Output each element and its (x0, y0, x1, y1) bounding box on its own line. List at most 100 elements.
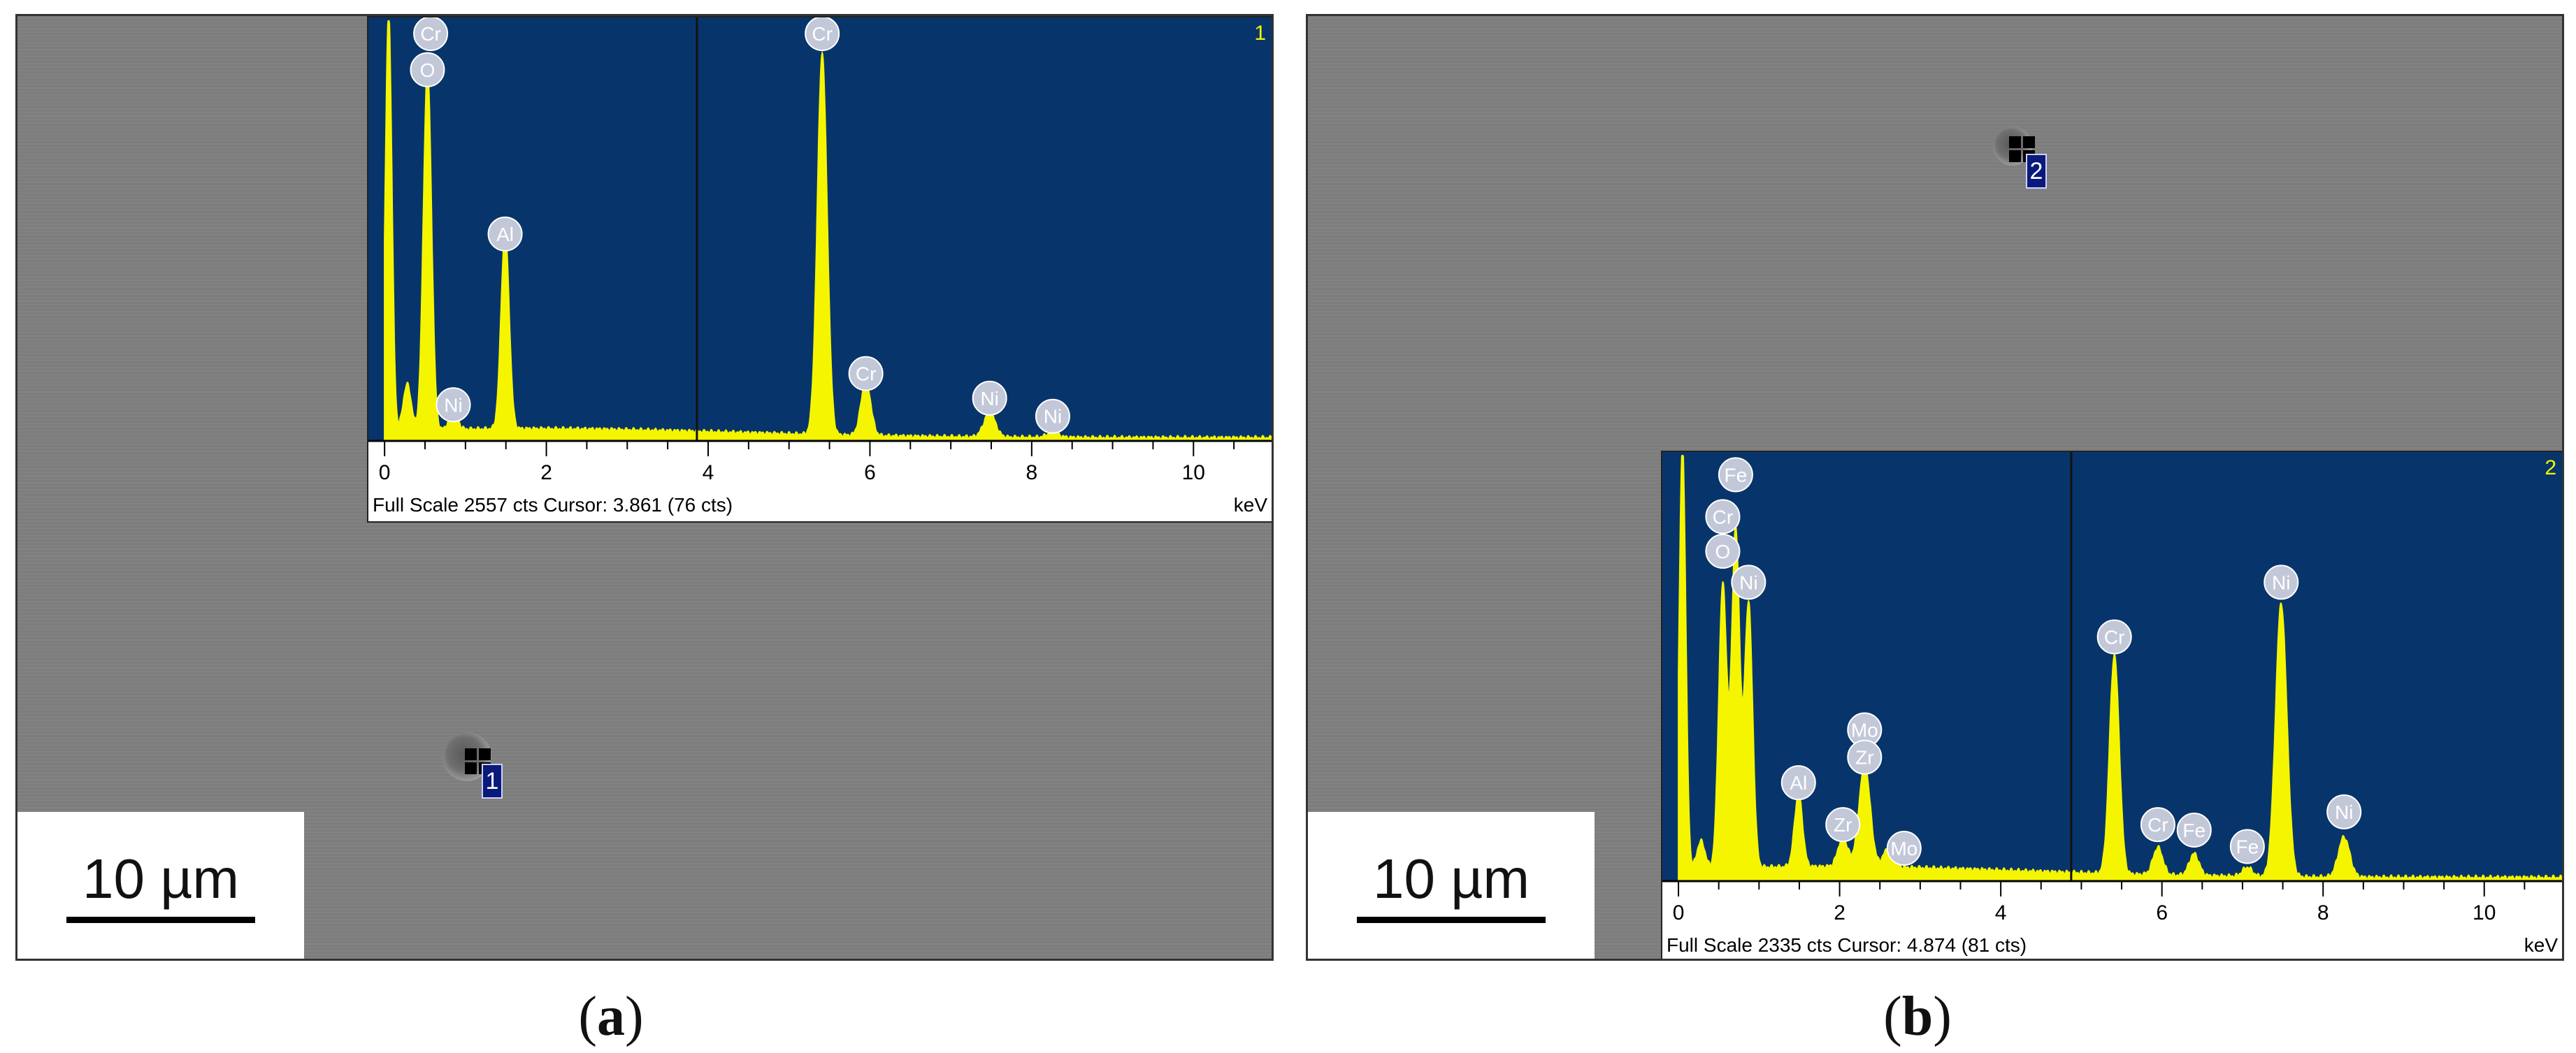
x-tick-label: 6 (2156, 901, 2168, 924)
element-marker (1705, 499, 1741, 535)
element-label-text: Ni (1739, 572, 1757, 593)
element-label: Cr (2096, 619, 2132, 655)
x-tick-label: 4 (703, 461, 714, 484)
element-marker (1780, 765, 1816, 801)
element-marker (1825, 807, 1861, 843)
element-label-text: Cr (812, 23, 833, 45)
element-marker (2229, 829, 2265, 864)
element-marker (1847, 739, 1883, 775)
element-marker (1718, 457, 1753, 493)
x-tick-label: 10 (2473, 901, 2496, 924)
element-label: Ni (1035, 398, 1070, 434)
spectrum-footer: Full Scale 2557 cts Cursor: 3.861 (76 ct… (373, 494, 733, 516)
element-marker (2096, 619, 2132, 655)
scale-bar-label: 10 µm (82, 848, 239, 910)
element-marker (436, 387, 471, 423)
spot-label: 1 (482, 764, 503, 799)
spectrum-number: 2 (2545, 456, 2556, 479)
caption-open: ( (1883, 986, 1902, 1047)
element-marker (413, 17, 449, 52)
element-label-text: Cr (2104, 627, 2125, 648)
element-marker (2176, 812, 2212, 848)
caption-letter: b (1901, 986, 1934, 1047)
x-axis-unit: keV (1234, 494, 1268, 516)
eds-spectrum-b: 2 Fe Cr O Ni Mo Zr Al Zr Mo Cr Ni Cr Fe Fe Ni 0 2 4 6 8 10 Ful… (1661, 451, 2562, 959)
scale-bar-box: 10 µm (17, 812, 304, 959)
element-label: Fe (2229, 829, 2265, 864)
element-label-text: Cr (1713, 506, 1734, 528)
element-marker (848, 356, 884, 391)
element-label-text: Cr (2147, 814, 2168, 836)
spot-label: 2 (2026, 154, 2047, 189)
element-label-text: Cr (856, 363, 877, 385)
element-label-text: Fe (1725, 464, 1748, 486)
element-label-text: Mo (1851, 720, 1878, 741)
element-label: O (410, 52, 445, 87)
element-label: Ni (2326, 794, 2362, 829)
element-label: Zr (1847, 739, 1883, 775)
x-tick-label: 2 (1834, 901, 1845, 924)
caption-close: ) (1933, 986, 1952, 1047)
element-label-text: Fe (2182, 820, 2206, 841)
element-label-text: Zr (1855, 747, 1873, 769)
scale-bar-box: 10 µm (1308, 812, 1595, 959)
x-tick-label: 8 (2317, 901, 2329, 924)
element-marker (2326, 794, 2362, 829)
element-label-text: Cr (420, 23, 441, 45)
spectrum-svg: 1 Cr O Al Ni Cr Cr Ni Ni 0 2 4 6 8 10 Full Scale 2557 c… (368, 17, 1272, 516)
element-label: Cr (2140, 807, 2175, 843)
scale-bar-line (1357, 917, 1546, 923)
element-label: Al (1780, 765, 1816, 801)
spectrum-number: 1 (1254, 22, 1266, 45)
spectrum-series (1678, 455, 2562, 882)
element-marker (1731, 565, 1766, 600)
element-label: Ni (1731, 565, 1766, 600)
element-label: Ni (2264, 565, 2299, 600)
element-label: Fe (1718, 457, 1753, 493)
element-marker (2140, 807, 2175, 843)
spectrum-series (384, 20, 1272, 442)
x-tick-label: 4 (1995, 901, 2007, 924)
element-label-text: Ni (980, 388, 998, 409)
element-marker (487, 216, 523, 252)
element-label-text: O (420, 59, 436, 81)
caption-letter: a (597, 986, 625, 1047)
sem-panel-b: 2 10 µm 2 Fe Cr O Ni Mo Zr Al Zr Mo Cr Ni Cr Fe Fe Ni 0 2… (1306, 14, 2564, 961)
element-label: Ni (972, 380, 1007, 416)
element-label-text: Ni (2335, 801, 2353, 823)
spectrum-footer: Full Scale 2335 cts Cursor: 4.874 (81 ct… (1667, 934, 2027, 956)
element-label-text: Mo (1890, 838, 1917, 859)
element-marker (1705, 533, 1741, 569)
x-tick-label: 0 (1673, 901, 1685, 924)
element-label-text: Ni (1044, 406, 1062, 428)
caption-b: (b) (1848, 985, 1987, 1049)
caption-a: (a) (541, 985, 681, 1049)
element-label: O (1705, 533, 1741, 569)
element-label: Zr (1825, 807, 1861, 843)
x-tick-label: 6 (864, 461, 876, 484)
x-axis-unit: keV (2524, 934, 2559, 956)
scale-bar-line (66, 917, 255, 923)
element-marker (2264, 565, 2299, 600)
element-label-text: Ni (444, 394, 462, 416)
element-label-text: O (1715, 541, 1731, 562)
element-label: Cr (1705, 499, 1741, 535)
element-label: Cr (848, 356, 884, 391)
element-marker (1035, 398, 1070, 434)
element-label: Ni (436, 387, 471, 423)
scale-bar-label: 10 µm (1373, 848, 1530, 910)
spectrum-svg: 2 Fe Cr O Ni Mo Zr Al Zr Mo Cr Ni Cr Fe Fe Ni 0 2 4 6 8 10 Ful… (1662, 452, 2562, 956)
element-label-text: Al (1790, 772, 1807, 794)
element-marker (1886, 831, 1922, 866)
element-label-text: Ni (2272, 572, 2290, 593)
element-label-text: Al (496, 224, 514, 245)
element-label-text: Fe (2236, 836, 2259, 857)
element-marker (805, 17, 840, 52)
caption-open: ( (578, 986, 597, 1047)
element-label-text: Zr (1834, 814, 1852, 836)
element-marker (410, 52, 445, 87)
caption-close: ) (625, 986, 644, 1047)
x-tick-label: 8 (1026, 461, 1038, 484)
element-label: Fe (2176, 812, 2212, 848)
x-tick-label: 10 (1182, 461, 1205, 484)
